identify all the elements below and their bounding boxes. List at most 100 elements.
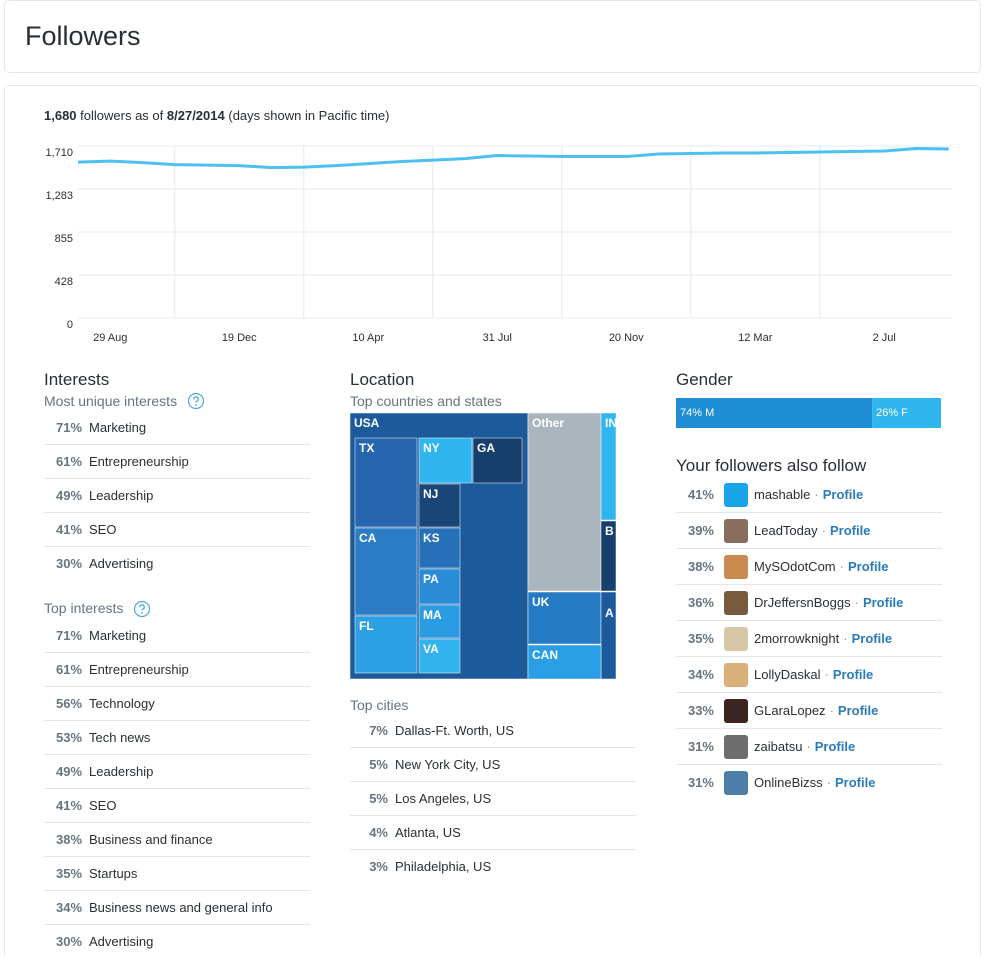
separator: ·: [829, 703, 834, 718]
treemap-cell: [418, 604, 461, 639]
treemap-cell: [418, 527, 461, 569]
treemap-label: CAN: [532, 648, 558, 662]
gender-segment: [872, 398, 941, 428]
row-pct: 7%: [369, 723, 388, 738]
treemap-cell: [418, 638, 461, 674]
row-pct: 39%: [687, 523, 714, 538]
profile-link[interactable]: Profile: [851, 631, 893, 646]
x-tick-label: 29 Aug: [93, 332, 127, 344]
account-name: DrJeffersnBoggs: [754, 595, 851, 610]
help-icon[interactable]: [187, 392, 205, 410]
profile-link[interactable]: Profile: [834, 775, 876, 790]
x-tick-label: 20 Nov: [609, 332, 644, 344]
separator: ·: [839, 559, 844, 574]
row-name: Tech news: [89, 730, 151, 745]
cities-title: Top cities: [350, 697, 409, 713]
row-name: Atlanta, US: [395, 825, 461, 840]
treemap-cell: [354, 437, 418, 528]
follow-entry: LeadToday · Profile: [754, 513, 870, 549]
avatar: [724, 483, 748, 507]
list-row: 7% Dallas-Ft. Worth, US: [350, 714, 636, 748]
x-tick-label: 31 Jul: [483, 332, 512, 344]
profile-link[interactable]: Profile: [832, 667, 874, 682]
row-name: Advertising: [89, 556, 154, 571]
row-pct: 33%: [687, 703, 714, 718]
row-pct: 49%: [56, 488, 83, 503]
profile-link[interactable]: Profile: [847, 559, 889, 574]
row-pct: 4%: [369, 825, 388, 840]
y-tick-label: 428: [55, 276, 73, 288]
separator: ·: [854, 595, 859, 610]
account-name: 2morrowknight: [754, 631, 840, 646]
avatar: [724, 627, 748, 651]
account-name: OnlineBizss: [754, 775, 823, 790]
account-name: zaibatsu: [754, 739, 803, 754]
follow-entry: MySOdotCom · Profile: [754, 549, 888, 585]
row-pct: 41%: [56, 798, 83, 813]
follow-row: 35% 2morrowknight · Profile: [676, 621, 942, 657]
account-name: LeadToday: [754, 523, 818, 538]
row-pct: 35%: [687, 631, 714, 646]
y-tick-label: 1,710: [45, 147, 73, 159]
x-tick-label: 19 Dec: [222, 332, 257, 344]
treemap-label: NY: [423, 441, 440, 455]
location-subtitle: Top countries and states: [350, 393, 502, 409]
row-name: New York City, US: [395, 757, 501, 772]
row-pct: 35%: [56, 866, 83, 881]
separator: ·: [826, 775, 831, 790]
treemap-label: B: [605, 524, 614, 538]
followers-line: [77, 147, 949, 170]
profile-link[interactable]: Profile: [829, 523, 871, 538]
treemap-cell: [600, 520, 616, 592]
profile-link[interactable]: Profile: [822, 487, 864, 502]
page-title: Followers: [25, 21, 141, 51]
follow-entry: zaibatsu · Profile: [754, 729, 855, 765]
list-row: 3% Philadelphia, US: [350, 850, 636, 884]
row-pct: 34%: [56, 900, 83, 915]
list-row: 71% Marketing: [44, 411, 310, 445]
treemap-label: MA: [423, 608, 442, 622]
row-name: Leadership: [89, 764, 154, 779]
x-tick-label: 10 Apr: [352, 332, 384, 344]
follower-count: 1,680: [44, 108, 77, 123]
separator: ·: [843, 631, 848, 646]
treemap-label: Other: [532, 416, 564, 430]
profile-link[interactable]: Profile: [814, 739, 856, 754]
avatar: [724, 663, 748, 687]
row-pct: 71%: [56, 628, 83, 643]
row-pct: 3%: [369, 859, 388, 874]
help-icon[interactable]: [133, 600, 151, 618]
treemap-cell: [354, 615, 418, 674]
x-tick-label: 2 Jul: [873, 332, 896, 344]
row-name: SEO: [89, 522, 117, 537]
row-name: Business and finance: [89, 832, 213, 847]
row-pct: 30%: [56, 556, 83, 571]
treemap-cell: [418, 437, 473, 484]
y-tick-label: 0: [67, 319, 73, 331]
row-pct: 71%: [56, 420, 83, 435]
gender-title: Gender: [676, 370, 733, 389]
follow-entry: 2morrowknight · Profile: [754, 621, 892, 657]
treemap-cell: [527, 644, 602, 679]
row-name: Business news and general info: [89, 900, 273, 915]
row-name: SEO: [89, 798, 117, 813]
treemap-label: PA: [423, 572, 439, 586]
follow-row: 34% LollyDaskal · Profile: [676, 657, 942, 693]
profile-link[interactable]: Profile: [837, 703, 879, 718]
follow-row: 31% OnlineBizss · Profile: [676, 765, 942, 801]
list-row: 5% New York City, US: [350, 748, 636, 782]
row-name: Advertising: [89, 934, 154, 949]
follow-row: 31% zaibatsu · Profile: [676, 729, 942, 765]
gender-label: 74% M: [680, 407, 714, 419]
list-row: 41% SEO: [44, 789, 310, 823]
y-tick-label: 1,283: [45, 190, 73, 202]
top-title: Top interests: [44, 600, 124, 616]
treemap-cell: [600, 591, 616, 679]
separator: ·: [824, 667, 829, 682]
row-pct: 5%: [369, 791, 388, 806]
treemap-label: NJ: [423, 487, 438, 501]
row-pct: 41%: [56, 522, 83, 537]
row-pct: 53%: [56, 730, 83, 745]
profile-link[interactable]: Profile: [862, 595, 904, 610]
treemap-cell: [418, 483, 461, 528]
